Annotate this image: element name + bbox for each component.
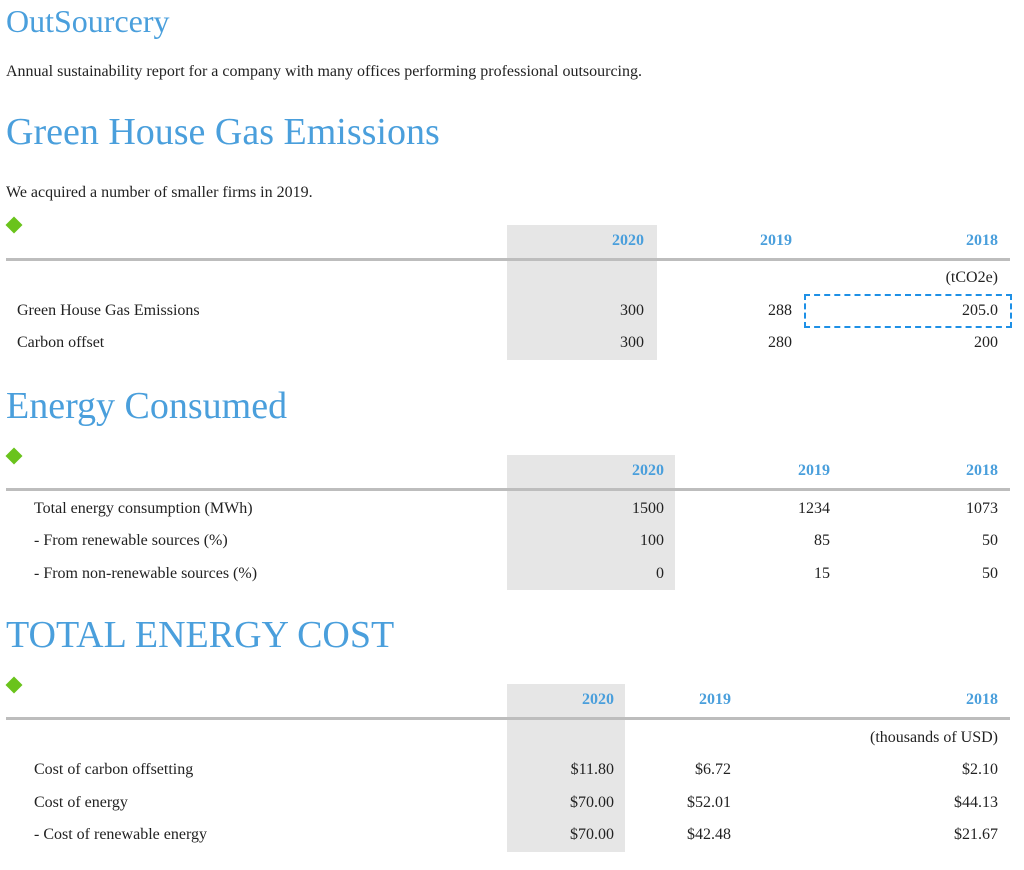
energy-cell[interactable]: 0 [656,565,664,582]
cost-cell[interactable]: $52.01 [687,794,731,811]
ghg-cell[interactable]: 200 [974,334,998,351]
energy-year-2019[interactable]: 2019 [798,462,830,479]
ghg-year-2020[interactable]: 2020 [612,232,644,249]
selected-cell-outline[interactable] [804,294,1012,328]
cost-table: 2020 2019 2018 (thousands of USD) Cost o… [6,684,1010,852]
energy-cell[interactable]: 50 [982,532,998,549]
cost-cell[interactable]: $21.67 [954,826,998,843]
page-title: OutSourcery [6,3,170,39]
energy-table: 2020 2019 2018 Total energy consumption … [6,455,1010,590]
cost-year-2020[interactable]: 2020 [582,691,614,708]
cost-cell[interactable]: $42.48 [687,826,731,843]
ghg-year-2018[interactable]: 2018 [966,232,998,249]
energy-highlight-column [507,455,675,590]
energy-cell[interactable]: 1500 [632,500,664,517]
energy-heading: Energy Consumed [6,385,288,427]
energy-row-label: - From non-renewable sources (%) [34,565,258,582]
intro-text: Annual sustainability report for a compa… [6,63,642,80]
cost-year-2018[interactable]: 2018 [966,691,998,708]
energy-row-label: - From renewable sources (%) [34,532,228,549]
cost-cell[interactable]: $2.10 [962,761,998,778]
energy-header-rule [6,488,1010,491]
cost-cell[interactable]: $70.00 [570,794,614,811]
energy-cell[interactable]: 15 [814,565,830,582]
ghg-row-label: Green House Gas Emissions [17,302,200,319]
ghg-unit: (tCO2e) [945,269,998,286]
energy-row-label: Total energy consumption (MWh) [34,500,253,517]
ghg-cell[interactable]: 288 [768,302,792,319]
ghg-cell[interactable]: 300 [620,302,644,319]
energy-cell[interactable]: 50 [982,565,998,582]
ghg-header-rule [6,258,1010,261]
cost-cell[interactable]: $70.00 [570,826,614,843]
ghg-year-2019[interactable]: 2019 [760,232,792,249]
energy-cell[interactable]: 1073 [966,500,998,517]
cost-cell[interactable]: $44.13 [954,794,998,811]
energy-year-2020[interactable]: 2020 [632,462,664,479]
ghg-heading: Green House Gas Emissions [6,111,440,153]
cost-year-2019[interactable]: 2019 [699,691,731,708]
cost-row-label: - Cost of renewable energy [34,826,207,843]
ghg-row-label: Carbon offset [17,334,105,351]
energy-cell[interactable]: 85 [814,532,830,549]
cost-cell[interactable]: $6.72 [695,761,731,778]
energy-cell[interactable]: 1234 [798,500,830,517]
ghg-cell-selected[interactable]: 205.0 [962,302,998,319]
cost-row-label: Cost of carbon offsetting [34,761,194,778]
ghg-cell[interactable]: 280 [768,334,792,351]
cost-unit: (thousands of USD) [870,729,998,746]
ghg-table: 2020 2019 2018 (tCO2e) Green House Gas E… [6,225,1012,360]
energy-cell[interactable]: 100 [640,532,664,549]
cost-row-label: Cost of energy [34,794,128,811]
ghg-highlight-column [507,225,657,360]
ghg-note: We acquired a number of smaller firms in… [6,184,313,201]
cost-cell[interactable]: $11.80 [570,761,614,778]
energy-year-2018[interactable]: 2018 [966,462,998,479]
cost-highlight-column [507,684,625,852]
ghg-cell[interactable]: 300 [620,334,644,351]
cost-heading: TOTAL ENERGY COST [6,614,395,656]
cost-header-rule [6,717,1010,720]
